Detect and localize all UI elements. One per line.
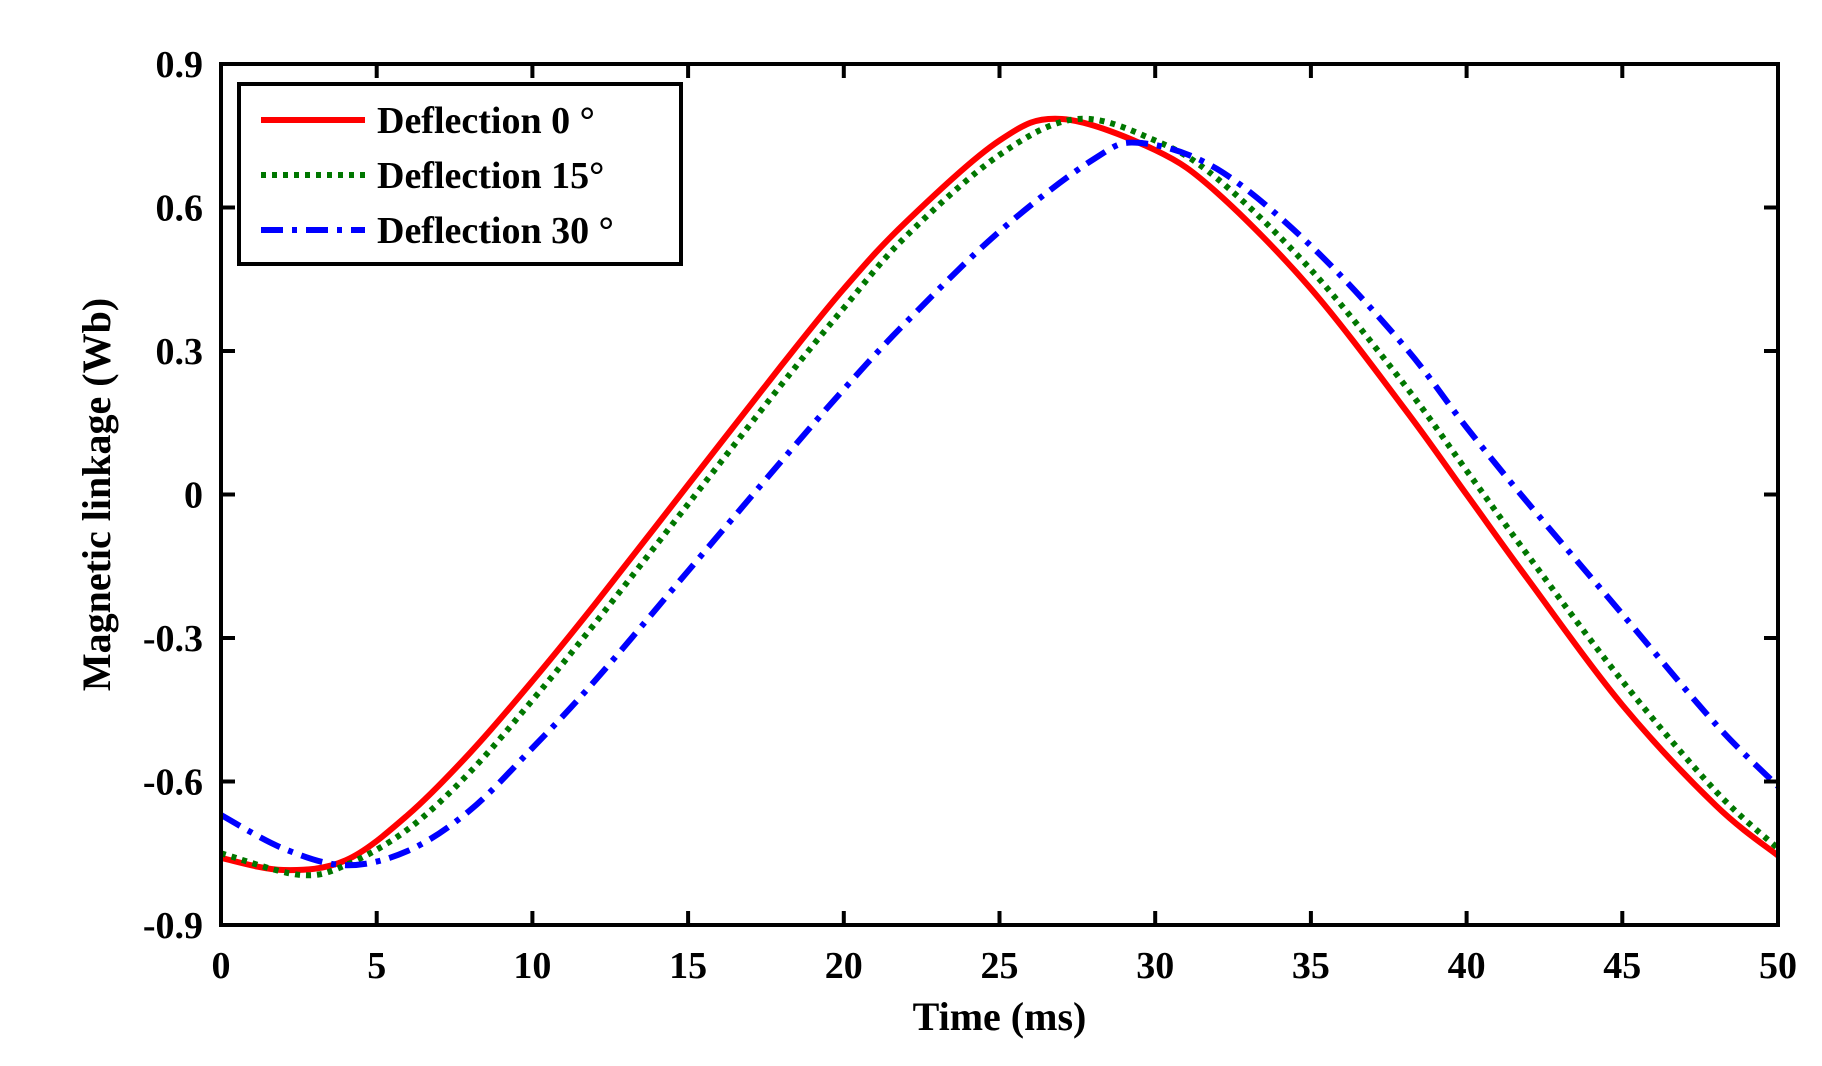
y-tick-label: -0.6 xyxy=(143,762,203,804)
y-axis-label: Magnetic linkage (Wb) xyxy=(74,298,119,691)
series-line-deflection-0 xyxy=(221,115,1778,874)
series-layer xyxy=(221,115,1778,879)
tick-labels-layer: 0 5 10 15 20 25 30 35 40 45 50 -0.9 -0.6 -0.3 0 0.3 0.6 0… xyxy=(143,44,1797,987)
x-tick-label: 25 xyxy=(981,945,1019,987)
y-tick-label: 0.6 xyxy=(156,188,204,230)
y-tick-label: -0.3 xyxy=(143,618,203,660)
x-tick-label: 45 xyxy=(1603,945,1641,987)
series-line-deflection-30 xyxy=(221,139,1778,869)
series-line-deflection-15 xyxy=(221,115,1778,879)
x-tick-label: 50 xyxy=(1759,945,1797,987)
y-tick-label: -0.9 xyxy=(143,905,203,947)
ticks-layer xyxy=(219,62,1780,927)
y-tick-label: 0.3 xyxy=(156,331,204,373)
x-tick-label: 30 xyxy=(1136,945,1174,987)
legend-label-deflection-0: Deflection 0 ° xyxy=(377,100,595,142)
legend-label-deflection-15: Deflection 15° xyxy=(377,155,604,197)
x-tick-label: 0 xyxy=(212,945,231,987)
x-tick-label: 10 xyxy=(513,945,551,987)
x-tick-label: 20 xyxy=(825,945,863,987)
legend-box xyxy=(237,82,683,266)
y-tick-label: 0 xyxy=(184,475,203,517)
legend-label-deflection-30: Deflection 30 ° xyxy=(377,210,614,252)
x-tick-label: 15 xyxy=(669,945,707,987)
legend: Deflection 0 ° Deflection 15° Deflection 3… xyxy=(237,82,683,266)
y-tick-label: 0.9 xyxy=(156,44,204,86)
x-tick-label: 35 xyxy=(1292,945,1330,987)
x-axis-label: Time (ms) xyxy=(913,994,1087,1039)
x-tick-label: 40 xyxy=(1448,945,1486,987)
x-tick-label: 5 xyxy=(367,945,386,987)
